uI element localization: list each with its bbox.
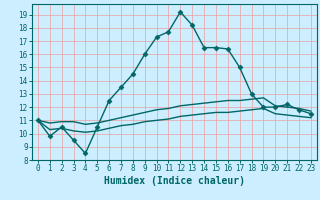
X-axis label: Humidex (Indice chaleur): Humidex (Indice chaleur) (104, 176, 245, 186)
